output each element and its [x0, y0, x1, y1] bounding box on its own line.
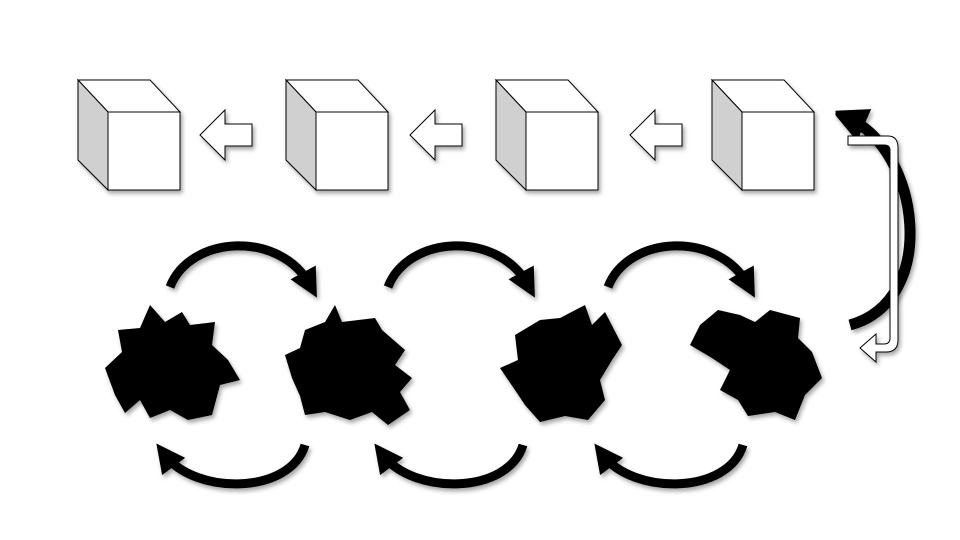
arrow-pair [383, 246, 528, 484]
blobs [105, 305, 822, 425]
left-arrows [199, 109, 683, 161]
cycle-arrows [165, 246, 748, 484]
blob [690, 310, 822, 420]
cube [77, 79, 181, 191]
arrow [199, 109, 253, 161]
blob [105, 305, 240, 420]
loop-arrow [831, 109, 916, 331]
arrow [409, 109, 463, 161]
arrow [629, 109, 683, 161]
return-arrow [847, 135, 899, 364]
cube [711, 79, 815, 191]
blob [500, 305, 622, 422]
cube [495, 79, 599, 191]
cube [285, 79, 389, 191]
blob [285, 305, 412, 425]
